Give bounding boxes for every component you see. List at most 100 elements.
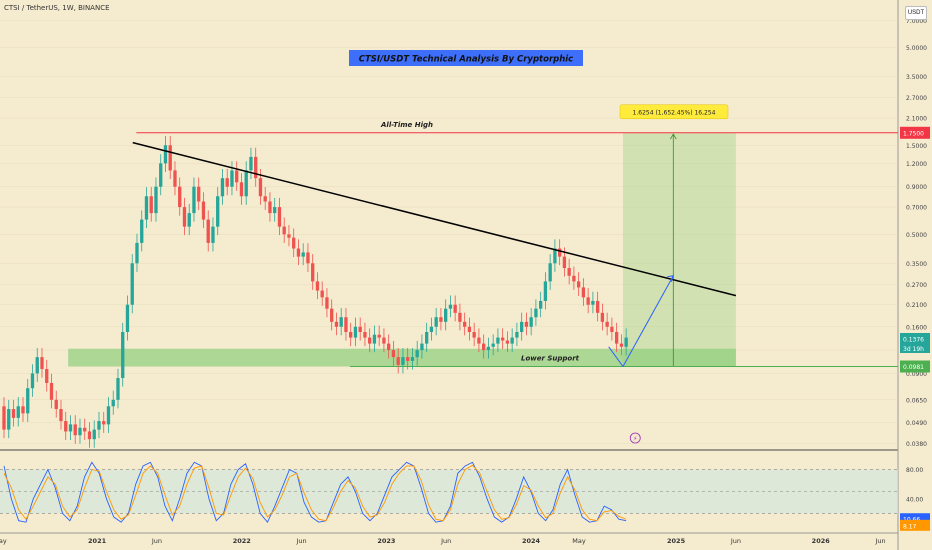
candle-body [178,186,182,208]
candle-body [287,234,291,238]
candle-body [59,409,63,422]
candle-body [277,207,282,227]
y-tick-label: 0.0490 [906,420,927,427]
candle-body [121,331,125,379]
candle-body [576,281,581,288]
x-tick-label: 2022 [233,537,251,545]
candle-body [244,170,248,197]
measure-label-box [619,104,729,120]
current-price-tag-sub: 3d 19h [903,346,924,353]
candle-body [45,369,49,383]
candle-body [448,304,453,309]
candle-body [163,145,168,164]
candle-body [425,331,429,344]
candle-body [315,281,320,291]
y-tick-label: 2.7000 [906,95,927,102]
lightning-icon [629,432,641,444]
candle-body [135,242,139,264]
osc-value-tag-box [900,519,930,531]
candle-body [149,196,153,214]
y-tick-label: 0.3500 [906,261,927,268]
candle-body [458,312,462,322]
x-tick-label: Jun [151,537,162,545]
candle-body [505,340,510,344]
candle-body [377,334,381,338]
candle-body [562,256,567,269]
candle-body [182,207,187,227]
candle-body [591,300,595,305]
candle-body [258,178,263,197]
ath-price-tag: 1.7500 [903,130,924,137]
symbol-header: CTSI / TetherUS, 1W, BINANCE [4,4,110,12]
candle-body [97,421,101,430]
candle-body [349,331,353,338]
oscillator-line [3,461,627,523]
support-label: Lower Support [521,355,580,363]
candle-body [125,304,130,332]
candle-body [254,156,258,179]
candle-body [387,343,391,351]
y-tick-label: 0.0650 [906,397,927,404]
candle-body [391,350,396,358]
candle-body [64,421,68,432]
candle-body [78,427,82,436]
support-price-tag: 0.0981 [903,364,924,371]
candle-body [358,326,362,332]
candle-body [87,431,92,440]
y-tick-label: 0.2700 [906,282,927,289]
y-tick-label: 3.5000 [906,74,927,81]
candle-body [173,170,177,187]
x-tick-label: 2023 [377,537,395,545]
candle-body [330,308,334,322]
projection-up [622,275,674,367]
candle-body [344,317,348,332]
y-tick-label: 0.0380 [906,441,927,448]
candle-body [11,409,16,418]
candle-body [496,337,500,344]
candle-body [624,337,628,347]
projection-down [608,346,624,367]
candle-body [586,297,590,305]
candle-body [68,424,73,432]
ath-price-tag-box [900,126,930,139]
candle-body [600,312,605,322]
candle-body [16,406,20,418]
candle-body [216,196,220,227]
candle-body [106,406,111,425]
candle-body [510,337,514,344]
candle-body [225,178,229,187]
candle-body [534,308,538,318]
candle-body [144,196,149,220]
y-tick-label: 0.0900 [906,371,927,378]
candle-body [40,357,44,370]
candle-body [102,421,106,425]
candle-body [154,186,158,214]
current-price-tag-box [900,332,930,353]
current-price-tag: 0.1376 [903,336,924,343]
y-tick-label: 0.9000 [906,184,927,191]
candle-body [415,350,419,358]
y-tick-label: 0.2100 [906,302,927,309]
candle-body [235,170,239,183]
candle-body [111,399,115,407]
osc-tick-label: 80.00 [906,467,923,474]
candle-body [353,326,358,338]
y-tick-label: 0.7000 [906,205,927,212]
candle-body [363,331,367,338]
candle-body [296,248,301,257]
candle-body [92,429,96,440]
x-tick-label: 2024 [522,537,541,545]
currency-button[interactable]: USDT [905,6,927,20]
candle-body [192,186,196,214]
candle-body [567,268,571,276]
candle-body [515,331,519,338]
candle-body [429,326,434,332]
y-tick-label: 5.0000 [906,45,927,52]
candle-body [263,196,267,202]
candle-body [486,346,491,351]
candle-body [49,382,54,400]
candle-body [420,343,424,351]
x-tick-label: Jun [296,537,307,545]
candle-body [168,145,172,171]
